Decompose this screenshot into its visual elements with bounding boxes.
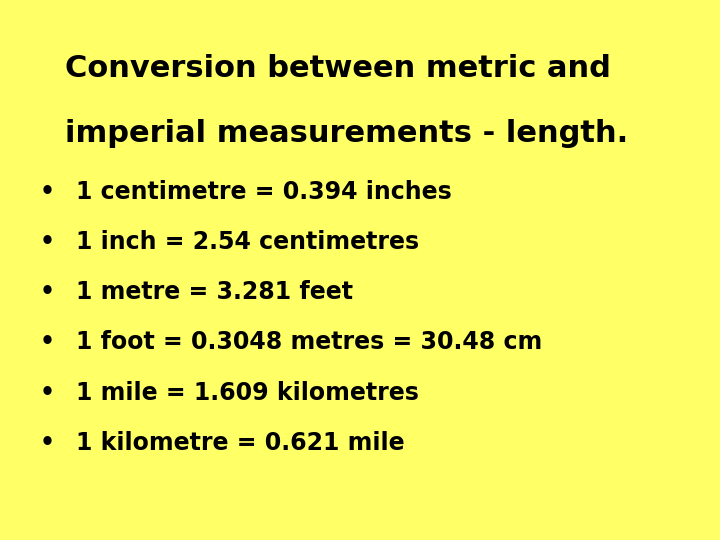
Text: •: •	[40, 280, 55, 304]
Text: 1 kilometre = 0.621 mile: 1 kilometre = 0.621 mile	[76, 431, 404, 455]
Text: •: •	[40, 431, 55, 455]
Text: •: •	[40, 381, 55, 404]
Text: 1 centimetre = 0.394 inches: 1 centimetre = 0.394 inches	[76, 180, 451, 204]
Text: •: •	[40, 230, 55, 254]
Text: 1 foot = 0.3048 metres = 30.48 cm: 1 foot = 0.3048 metres = 30.48 cm	[76, 330, 542, 354]
Text: imperial measurements - length.: imperial measurements - length.	[65, 119, 628, 148]
Text: •: •	[40, 330, 55, 354]
Text: Conversion between metric and: Conversion between metric and	[65, 54, 611, 83]
Text: •: •	[40, 180, 55, 204]
Text: 1 inch = 2.54 centimetres: 1 inch = 2.54 centimetres	[76, 230, 419, 254]
Text: 1 metre = 3.281 feet: 1 metre = 3.281 feet	[76, 280, 353, 304]
Text: 1 mile = 1.609 kilometres: 1 mile = 1.609 kilometres	[76, 381, 418, 404]
